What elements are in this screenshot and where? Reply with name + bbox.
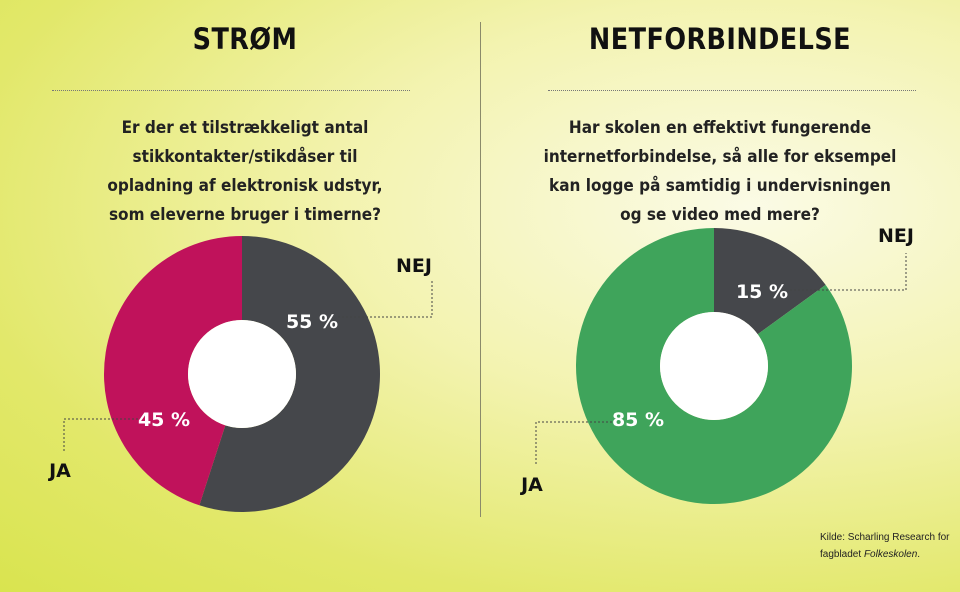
source-publication: Folkeskolen: [863, 549, 918, 560]
value-label-nej: 55 %: [286, 311, 338, 333]
chart-title-strom: STRØM: [192, 22, 298, 56]
leader-line-nej: [338, 281, 433, 318]
source-line-2: fagbladet Folkeskolen.: [820, 546, 960, 563]
category-label-ja: JA: [47, 460, 71, 482]
donut-chart-netforbindelse: 15 % NEJ 85 % JA: [519, 225, 914, 505]
source-line-2-prefix: fagbladet: [820, 549, 864, 560]
donut-chart-strom: 55 % NEJ 45 % JA: [47, 236, 433, 512]
slice-nej: [199, 236, 380, 512]
source-note: Kilde: Scharling Research for fagbladet …: [820, 529, 960, 563]
leader-line-ja: [535, 421, 616, 466]
donut-hole: [188, 320, 296, 428]
source-line-1: Kilde: Scharling Research for: [820, 532, 950, 543]
category-label-nej: NEJ: [878, 225, 914, 247]
source-line-2-suffix: .: [917, 549, 921, 560]
question-strom: Er der et tilstrækkeligt antal stikkonta…: [107, 118, 383, 225]
value-label-ja: 45 %: [138, 409, 190, 431]
title-divider-left: [52, 90, 410, 91]
leader-line-ja: [63, 418, 142, 452]
donut-hole: [660, 312, 768, 420]
slice-ja: [104, 236, 243, 506]
slice-ja: [576, 228, 852, 505]
question-netforbindelse: Har skolen en effektivt fungerende inter…: [543, 118, 897, 225]
category-label-ja: JA: [519, 474, 543, 496]
chart-title-netforbindelse: NETFORBINDELSE: [588, 22, 852, 56]
category-label-nej: NEJ: [396, 255, 432, 277]
leader-line-nej: [790, 253, 907, 291]
value-label-nej: 15 %: [736, 281, 788, 303]
value-label-ja: 85 %: [612, 409, 664, 431]
title-divider-right: [548, 90, 916, 91]
slice-nej: [714, 228, 826, 335]
center-divider: [480, 22, 481, 517]
